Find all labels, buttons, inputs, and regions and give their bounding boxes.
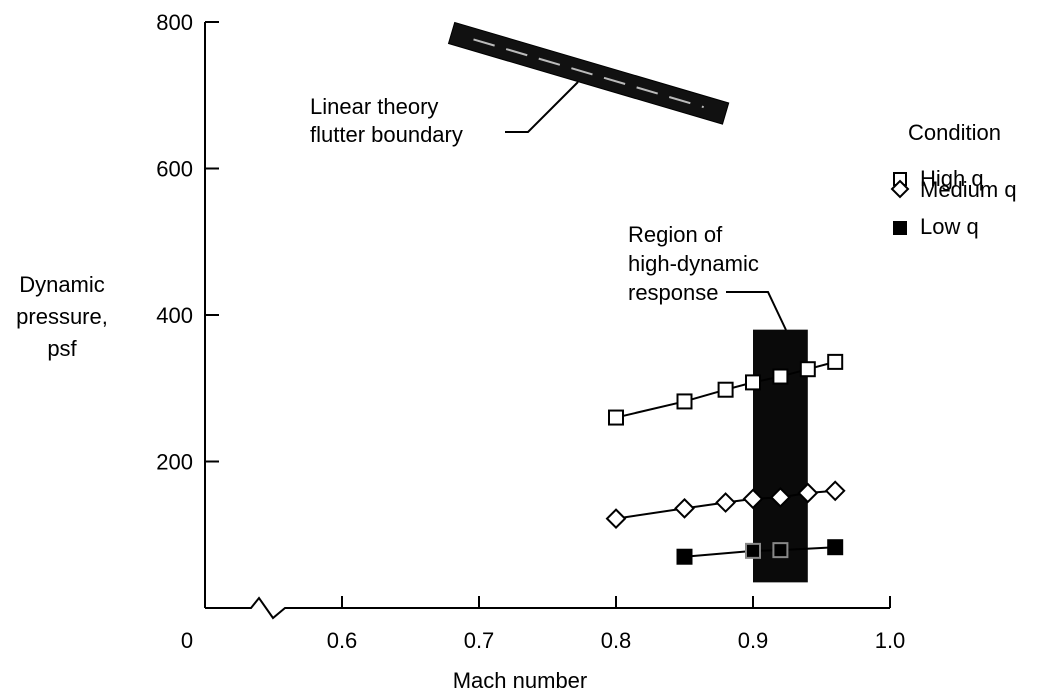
boundary-leader-line: [505, 81, 579, 133]
legend-item-medium-q: Medium q: [890, 177, 1017, 202]
tick-labels: 200 400 600 800 0 0.6 0.7 0.8 0.9 1.0: [156, 10, 905, 653]
region-leader-line: [726, 291, 787, 331]
data-point-medium-q: [605, 508, 627, 530]
x-tick-label: 1.0: [875, 628, 906, 653]
y-tick-label: 400: [156, 303, 193, 328]
region-label-line-1: Region of: [628, 222, 723, 247]
region-label-line-2: high-dynamic: [628, 251, 759, 276]
y-tick-label: 200: [156, 450, 193, 475]
data-point-low-q: [745, 542, 761, 559]
data-point-high-q: [608, 409, 624, 426]
legend-item-high-q: High q: [893, 166, 984, 191]
data-point-high-q: [772, 368, 789, 385]
legend-square-filled-icon: [893, 221, 907, 235]
legend-title: Condition: [908, 120, 1001, 145]
data-series: [605, 353, 846, 565]
x-tick-label: 0.7: [464, 628, 495, 653]
axes: [204, 21, 891, 620]
data-point-medium-q: [769, 486, 791, 508]
data-point-low-q: [827, 539, 844, 556]
data-point-medium-q: [824, 480, 846, 502]
data-point-high-q: [676, 393, 693, 410]
y-axis-label-line-1: Dynamic: [19, 272, 105, 297]
data-point-high-q: [827, 353, 844, 370]
data-point-high-q: [717, 381, 734, 398]
legend-diamond-open-icon: [890, 179, 910, 199]
region-label-line-3: response: [628, 280, 719, 305]
x-tick-label: 0.9: [738, 628, 769, 653]
x-tick-label: 0: [181, 628, 193, 653]
boundary-label-line-1: Linear theory: [310, 94, 438, 119]
y-tick-label: 800: [156, 10, 193, 35]
series-line-low-q: [684, 546, 836, 558]
legend-label-low-q: Low q: [920, 214, 979, 239]
legend-label-medium-q: Medium q: [920, 177, 1017, 202]
y-axis-label-line-3: psf: [47, 336, 77, 361]
flutter-boundary: [447, 21, 730, 125]
flutter-boundary-hatch: [473, 38, 704, 109]
data-point-medium-q: [715, 492, 737, 513]
data-point-high-q: [745, 374, 761, 391]
x-tick-label: 0.6: [327, 628, 358, 653]
y-tick-label: 600: [156, 157, 193, 182]
boundary-label-line-2: flutter boundary: [310, 122, 463, 147]
x-axis-label: Mach number: [453, 668, 588, 693]
data-point-medium-q: [742, 488, 764, 510]
data-point-medium-q: [674, 497, 695, 519]
data-point-low-q: [676, 548, 693, 565]
data-point-high-q: [799, 361, 816, 378]
legend-item-low-q: Low q: [893, 214, 979, 239]
x-axis-line: [205, 596, 890, 620]
data-point-low-q: [772, 542, 789, 559]
x-tick-label: 0.8: [601, 628, 632, 653]
y-axis-label-line-2: pressure,: [16, 304, 108, 329]
data-point-medium-q: [797, 482, 819, 504]
legend-label-high-q: High q: [920, 166, 984, 191]
